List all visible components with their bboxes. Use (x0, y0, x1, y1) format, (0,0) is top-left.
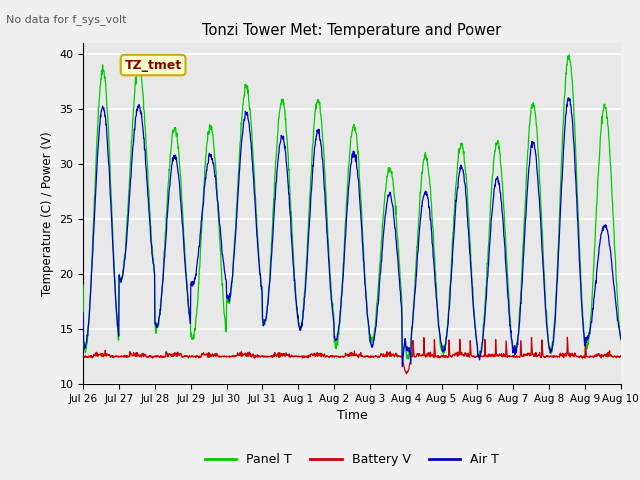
Title: Tonzi Tower Met: Temperature and Power: Tonzi Tower Met: Temperature and Power (202, 23, 502, 38)
Legend: Panel T, Battery V, Air T: Panel T, Battery V, Air T (200, 448, 504, 471)
Y-axis label: Temperature (C) / Power (V): Temperature (C) / Power (V) (41, 132, 54, 296)
Text: No data for f_sys_volt: No data for f_sys_volt (6, 14, 127, 25)
Text: TZ_tmet: TZ_tmet (124, 59, 182, 72)
X-axis label: Time: Time (337, 409, 367, 422)
